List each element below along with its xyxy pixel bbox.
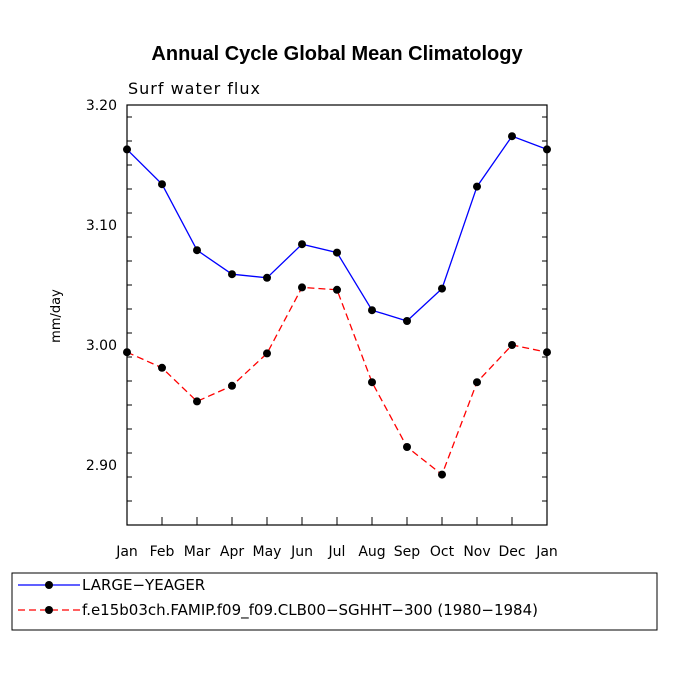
y-axis-label: mm/day	[49, 289, 64, 343]
data-point	[508, 132, 516, 141]
x-tick-label: Nov	[463, 544, 490, 560]
series-layer	[123, 132, 551, 479]
data-point	[473, 378, 481, 387]
x-tick-label: Aug	[358, 544, 385, 560]
x-tick-label: Jan	[535, 544, 558, 560]
data-point	[403, 317, 411, 325]
data-point	[508, 341, 516, 349]
data-point	[543, 348, 551, 357]
data-point	[543, 145, 551, 154]
data-point	[228, 381, 236, 390]
x-tick-label: Oct	[430, 544, 455, 560]
legend-box	[11, 572, 658, 631]
x-tick-labels: Jan Feb Mar Apr May Jun Jul Aug Sep Oct Nov Dec Jan	[115, 544, 558, 560]
data-point	[473, 182, 481, 191]
data-point	[263, 349, 271, 358]
series-line	[126, 286, 548, 476]
legend-swatch-marker	[45, 606, 53, 614]
series-2	[123, 283, 551, 479]
axis-ticks	[126, 116, 548, 526]
x-tick-label: Mar	[184, 544, 211, 560]
y-tick-label: 3.20	[86, 98, 117, 114]
data-point	[403, 443, 411, 451]
x-tick-label: Dec	[498, 544, 525, 560]
data-point	[193, 246, 201, 255]
data-point	[123, 145, 131, 154]
x-tick-label: Jul	[328, 544, 346, 560]
plot-frame	[126, 104, 548, 526]
y-tick-label: 3.00	[86, 338, 117, 354]
data-point	[298, 283, 306, 292]
legend-item-1: LARGE−YEAGER	[18, 576, 205, 594]
y-tick-labels: 2.90 3.00 3.10 3.20	[86, 98, 117, 474]
data-point	[298, 240, 306, 249]
x-tick-label: Feb	[150, 544, 175, 560]
data-point	[368, 378, 376, 387]
data-point	[158, 180, 166, 189]
legend-label: f.e15b03ch.FAMIP.f09_f09.CLB00−SGHHT−300…	[82, 601, 538, 620]
y-tick-label: 2.90	[86, 458, 117, 474]
data-point	[228, 270, 236, 279]
x-tick-label: Apr	[220, 544, 244, 560]
chart-title: Annual Cycle Global Mean Climatology	[151, 43, 523, 65]
series-1	[123, 132, 551, 325]
legend-swatch-marker	[45, 581, 53, 589]
chart-subtitle: Surf water flux	[128, 79, 261, 98]
data-point	[368, 306, 376, 315]
data-point	[333, 285, 341, 294]
data-point	[438, 284, 446, 293]
x-tick-label: Sep	[394, 544, 421, 560]
data-point	[333, 248, 341, 257]
legend-label: LARGE−YEAGER	[82, 576, 205, 594]
data-point	[263, 273, 271, 282]
x-tick-label: Jun	[290, 544, 313, 560]
y-tick-label: 3.10	[86, 218, 117, 234]
data-point	[123, 348, 131, 357]
data-point	[438, 470, 446, 479]
x-tick-label: May	[253, 544, 282, 560]
data-point	[193, 397, 201, 406]
legend: LARGE−YEAGER f.e15b03ch.FAMIP.f09_f09.CLB…	[11, 572, 658, 631]
x-tick-label: Jan	[115, 544, 138, 560]
legend-item-2: f.e15b03ch.FAMIP.f09_f09.CLB00−SGHHT−300…	[18, 601, 538, 620]
data-point	[158, 363, 166, 372]
